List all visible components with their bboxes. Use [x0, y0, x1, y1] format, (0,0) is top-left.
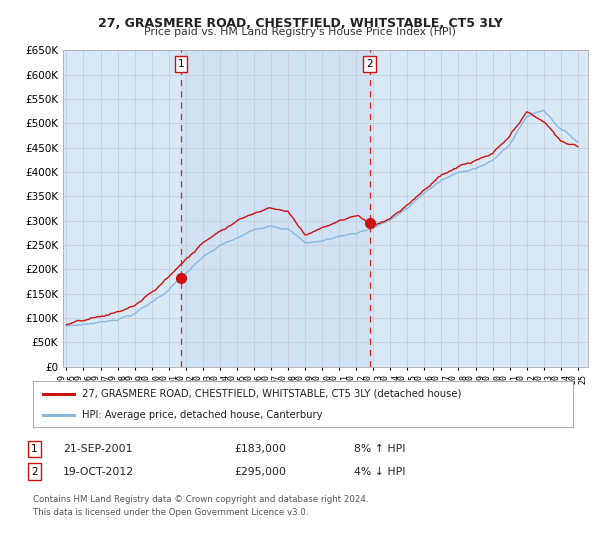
Text: 1: 1 — [178, 59, 184, 69]
Text: £295,000: £295,000 — [234, 466, 286, 477]
Text: 2: 2 — [31, 466, 38, 477]
Text: Contains HM Land Registry data © Crown copyright and database right 2024.: Contains HM Land Registry data © Crown c… — [33, 495, 368, 504]
Text: 8% ↑ HPI: 8% ↑ HPI — [354, 444, 406, 454]
Text: 27, GRASMERE ROAD, CHESTFIELD, WHITSTABLE, CT5 3LY (detached house): 27, GRASMERE ROAD, CHESTFIELD, WHITSTABL… — [82, 389, 461, 399]
Text: 1: 1 — [31, 444, 38, 454]
Text: Price paid vs. HM Land Registry's House Price Index (HPI): Price paid vs. HM Land Registry's House … — [144, 27, 456, 37]
Text: £183,000: £183,000 — [234, 444, 286, 454]
Text: HPI: Average price, detached house, Canterbury: HPI: Average price, detached house, Cant… — [82, 410, 322, 420]
Text: 21-SEP-2001: 21-SEP-2001 — [63, 444, 133, 454]
Text: 27, GRASMERE ROAD, CHESTFIELD, WHITSTABLE, CT5 3LY: 27, GRASMERE ROAD, CHESTFIELD, WHITSTABL… — [97, 17, 503, 30]
Text: This data is licensed under the Open Government Licence v3.0.: This data is licensed under the Open Gov… — [33, 508, 308, 517]
Text: 4% ↓ HPI: 4% ↓ HPI — [354, 466, 406, 477]
Bar — [181, 50, 370, 367]
Text: 19-OCT-2012: 19-OCT-2012 — [63, 466, 134, 477]
Text: 2: 2 — [367, 59, 373, 69]
